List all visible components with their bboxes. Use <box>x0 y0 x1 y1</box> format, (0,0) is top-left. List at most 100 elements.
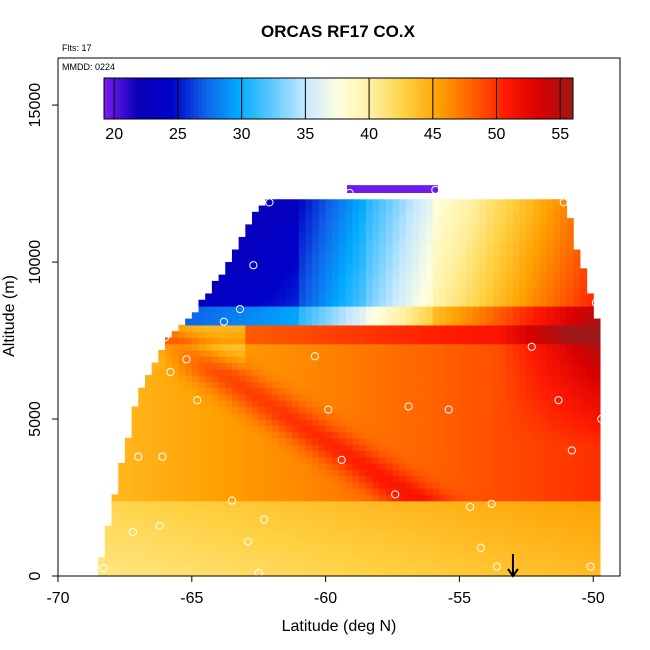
heatmap-cell <box>272 431 280 439</box>
heatmap-cell <box>526 337 534 345</box>
flight-point <box>265 198 274 207</box>
heatmap-cell <box>171 525 180 533</box>
heatmap-cell <box>419 368 427 376</box>
heatmap-cell <box>285 337 293 345</box>
heatmap-cell <box>466 544 474 552</box>
heatmap-cell <box>278 293 287 301</box>
heatmap-cell <box>191 337 200 345</box>
heatmap-cell <box>332 211 340 219</box>
heatmap-cell <box>359 500 367 508</box>
heatmap-cell <box>499 381 507 389</box>
heatmap-cell <box>191 525 200 533</box>
heatmap-cell <box>452 400 461 408</box>
heatmap-cell <box>392 362 400 370</box>
heatmap-cell <box>292 506 300 514</box>
heatmap-cell <box>479 299 487 307</box>
heatmap-cell <box>379 375 387 382</box>
heatmap-cell <box>258 469 266 477</box>
heatmap-cell <box>218 318 226 326</box>
heatmap-cell <box>332 230 340 238</box>
heatmap-cell <box>325 205 333 213</box>
heatmap-cell <box>124 557 133 565</box>
heatmap-cell <box>359 343 367 351</box>
heatmap-cell <box>379 425 387 433</box>
heatmap-cell <box>272 274 280 282</box>
heatmap-cell <box>492 538 501 546</box>
heatmap-cell <box>171 393 180 401</box>
heatmap-cell <box>512 324 521 332</box>
colorbar-cell <box>494 78 500 119</box>
heatmap-cell <box>573 299 581 307</box>
heatmap-cell <box>131 462 139 470</box>
heatmap-cell <box>546 557 554 565</box>
heatmap-cell <box>285 287 293 295</box>
heatmap-cell <box>452 224 461 232</box>
heatmap-cell <box>553 349 561 357</box>
heatmap-cell <box>412 494 420 502</box>
heatmap-cell <box>345 494 353 502</box>
heatmap-cell <box>258 280 266 288</box>
heatmap-cell <box>519 569 527 577</box>
heatmap-cell <box>425 419 434 426</box>
heatmap-cell <box>265 462 273 470</box>
heatmap-cell <box>298 262 307 269</box>
heatmap-cell <box>332 563 340 571</box>
heatmap-cell <box>325 218 333 225</box>
heatmap-cell <box>345 230 353 238</box>
heatmap-cell <box>352 356 360 364</box>
heatmap-cell <box>419 506 427 514</box>
heatmap-cell <box>185 406 193 414</box>
heatmap-cell <box>553 218 561 225</box>
heatmap-cell <box>345 525 353 533</box>
heatmap-cell <box>506 437 514 445</box>
heatmap-cell <box>405 230 414 238</box>
heatmap-cell <box>165 500 173 508</box>
heatmap-cell <box>519 324 527 332</box>
heatmap-cell <box>245 563 253 571</box>
heatmap-cell <box>546 406 554 414</box>
heatmap-cell <box>278 255 287 263</box>
heatmap-cell <box>519 469 527 477</box>
heatmap-cell <box>459 293 467 301</box>
heatmap-cell <box>486 262 494 269</box>
heatmap-cell <box>124 532 133 539</box>
heatmap-cell <box>385 519 394 527</box>
heatmap-cell <box>399 450 407 458</box>
heatmap-cell <box>432 381 440 389</box>
heatmap-cell <box>178 412 186 420</box>
heatmap-cell <box>405 249 414 257</box>
heatmap-cell <box>372 419 380 426</box>
heatmap-cell <box>185 437 193 445</box>
heatmap-cell <box>573 569 581 577</box>
heatmap-cell <box>245 274 253 282</box>
heatmap-cell <box>559 412 568 420</box>
heatmap-cell <box>144 412 153 420</box>
heatmap-cell <box>466 469 474 477</box>
heatmap-cell <box>392 318 400 326</box>
heatmap-cell <box>252 287 260 295</box>
heatmap-cell <box>211 400 220 408</box>
heatmap-cell <box>318 469 327 477</box>
heatmap-cell <box>399 299 407 307</box>
heatmap-cell <box>198 331 206 339</box>
colorbar-ticks <box>113 78 561 119</box>
heatmap-cell <box>332 318 340 326</box>
heatmap-cell <box>392 287 400 295</box>
heatmap-cell <box>486 557 494 565</box>
heatmap-cell <box>372 544 380 552</box>
heatmap-cell <box>285 519 293 527</box>
heatmap-cell <box>459 312 467 320</box>
heatmap-cell <box>539 469 547 477</box>
heatmap-cell <box>238 243 246 251</box>
colorbar-cell <box>389 78 394 119</box>
heatmap-cell <box>432 243 440 251</box>
flight-point <box>487 499 496 508</box>
heatmap-cell <box>245 262 253 269</box>
heatmap-cell <box>345 337 353 345</box>
colorbar-cell <box>346 78 351 119</box>
heatmap-cell <box>425 262 434 269</box>
colorbar-cell <box>467 78 472 119</box>
heatmap-cell <box>512 306 521 313</box>
heatmap-cell <box>392 199 400 207</box>
